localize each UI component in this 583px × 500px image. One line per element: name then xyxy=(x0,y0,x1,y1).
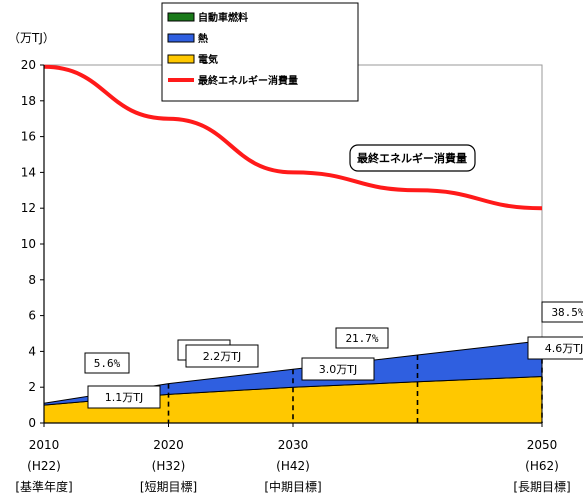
y-tick-label: 20 xyxy=(21,58,36,72)
legend-entry-label: 熱 xyxy=(198,32,208,45)
y-tick-label: 18 xyxy=(21,94,36,108)
percent-label-box xyxy=(541,301,583,323)
percent-label-group: 38.5% xyxy=(541,301,583,323)
value-label-group: 3.0万TJ xyxy=(301,357,375,381)
value-label-box xyxy=(301,357,375,381)
legend-swatch xyxy=(167,12,195,22)
x-tick-era: (H62) xyxy=(525,459,559,473)
x-tick-year: 2050 xyxy=(527,438,558,452)
line-final-energy-consumption xyxy=(43,64,543,211)
legend-swatch xyxy=(167,33,195,43)
y-tick-label: 14 xyxy=(21,165,36,179)
y-tick-label: 2 xyxy=(28,380,36,394)
percent-label-box xyxy=(84,352,130,374)
value-label-box xyxy=(87,385,161,409)
percent-label: 21.7% xyxy=(345,332,378,345)
x-tick-target: [中期目標] xyxy=(264,479,321,494)
line-annotation-box xyxy=(349,144,476,172)
line-series xyxy=(43,64,543,211)
x-tick-year: 2020 xyxy=(153,438,184,452)
legend-swatch xyxy=(167,54,195,64)
line-annotation-text: 最終エネルギー消費量 xyxy=(357,151,467,165)
x-tick-year: 2010 xyxy=(29,438,60,452)
percent-label-box xyxy=(335,327,389,349)
y-tick-label: 0 xyxy=(28,416,36,430)
value-label-group: 4.6万TJ xyxy=(527,336,583,360)
y-tick-label: 6 xyxy=(28,309,36,323)
x-tick-target: [基準年度] xyxy=(15,479,72,494)
percent-label: 38.5% xyxy=(551,306,583,319)
value-label: 3.0万TJ xyxy=(319,363,357,376)
value-label: 4.6万TJ xyxy=(545,342,583,355)
x-tick-era: (H42) xyxy=(276,459,310,473)
axes: （万TJ） 0 2 4 6 8 10 12 14 16 18 20 2010 (H22) [基準年度] 202… xyxy=(8,31,571,494)
value-label-box xyxy=(185,344,259,368)
value-label-box xyxy=(527,336,583,360)
value-label: 1.1万TJ xyxy=(105,391,143,404)
line-annotation-group: 最終エネルギー消費量 xyxy=(349,144,476,172)
y-tick-label: 10 xyxy=(21,237,36,251)
percent-label-group: 5.6% xyxy=(84,352,130,374)
legend-entry-label: 最終エネルギー消費量 xyxy=(198,74,298,87)
legend-entry-label: 自動車燃料 xyxy=(198,11,248,24)
data-labels: 5.6%12.9%21.7%38.5%1.1万TJ2.2万TJ3.0万TJ4.6… xyxy=(84,144,583,409)
y-axis-unit-label: （万TJ） xyxy=(8,31,55,45)
y-tick-label: 12 xyxy=(21,201,36,215)
x-tick-target: [短期目標] xyxy=(140,480,197,494)
x-tick-target: [長期目標] xyxy=(513,480,570,494)
percent-label-group: 21.7% xyxy=(335,327,389,349)
y-tick-label: 16 xyxy=(21,130,36,144)
y-tick-label: 4 xyxy=(28,344,36,358)
x-tick-era: (H22) xyxy=(27,459,61,473)
legend-box xyxy=(161,2,359,102)
value-label-group: 2.2万TJ xyxy=(185,344,259,368)
x-tick-year: 2030 xyxy=(278,438,309,452)
percent-label: 5.6% xyxy=(94,357,121,370)
legend-entry-label: 電気 xyxy=(198,53,218,66)
x-tick-era: (H32) xyxy=(152,459,186,473)
value-label-group: 1.1万TJ xyxy=(87,385,161,409)
value-label: 2.2万TJ xyxy=(203,350,241,363)
y-tick-label: 8 xyxy=(28,273,36,287)
